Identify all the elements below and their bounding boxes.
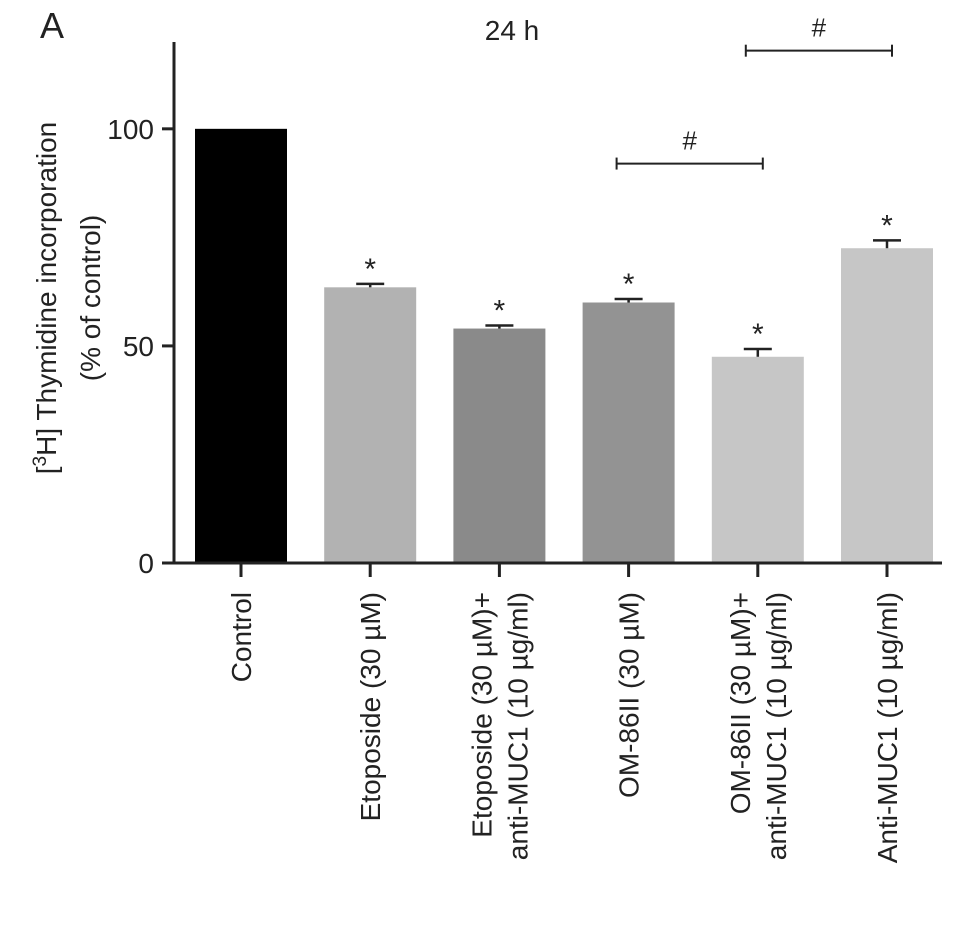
bar-3 bbox=[582, 302, 675, 563]
y-tick-label-0: 0 bbox=[138, 548, 154, 579]
significance-mark-2: * bbox=[494, 295, 506, 328]
bar-0 bbox=[195, 128, 287, 564]
y-axis: 0 50 100 bbox=[107, 42, 176, 579]
x-tick-label-0-0: Control bbox=[226, 592, 257, 682]
y-axis-title-superscript: 3 bbox=[30, 456, 51, 467]
x-axis: Control Etoposide (30 µM) Etoposide (30 µM… bbox=[173, 561, 942, 863]
x-tick-label-4-0: OM-86II (30 µM)+ bbox=[725, 592, 756, 814]
x-tick-label-2-0: Etoposide (30 µM)+ bbox=[466, 592, 497, 838]
panel-label: A bbox=[40, 5, 64, 46]
x-tick-label-2-1: anti-MUC1 (10 µg/ml) bbox=[502, 592, 533, 860]
significance-mark-4: * bbox=[752, 318, 764, 351]
y-tick-label-100: 100 bbox=[107, 114, 154, 145]
bar-5 bbox=[841, 248, 933, 563]
y-tick-label-50: 50 bbox=[123, 331, 154, 362]
chart-title: 24 h bbox=[485, 15, 540, 46]
significance-mark-1: * bbox=[364, 253, 376, 286]
comparison-label-0: # bbox=[682, 126, 697, 156]
significance-mark-5: * bbox=[881, 209, 893, 242]
x-tick-label-3-0: OM-86II (30 µM) bbox=[614, 592, 645, 798]
bar-2 bbox=[453, 328, 546, 563]
significance-mark-3: * bbox=[623, 268, 635, 301]
chart-marks: * * * * * # # bbox=[195, 13, 933, 564]
bar-1 bbox=[324, 287, 417, 563]
x-tick-label-5-0: Anti-MUC1 (10 µg/ml) bbox=[872, 592, 903, 863]
x-tick-label-1-0: Etoposide (30 µM) bbox=[355, 592, 386, 821]
y-axis-title-main: H] Thymidine incorporation bbox=[31, 122, 62, 456]
y-axis-title-prefix: [ bbox=[31, 466, 62, 474]
comparison-label-1: # bbox=[812, 13, 827, 43]
y-axis-title: [3H] Thymidine incorporation bbox=[30, 122, 62, 474]
bar-4 bbox=[711, 356, 804, 563]
x-tick-label-4-1: anti-MUC1 (10 µg/ml) bbox=[761, 592, 792, 860]
y-axis-subtitle: (% of control) bbox=[75, 215, 106, 382]
